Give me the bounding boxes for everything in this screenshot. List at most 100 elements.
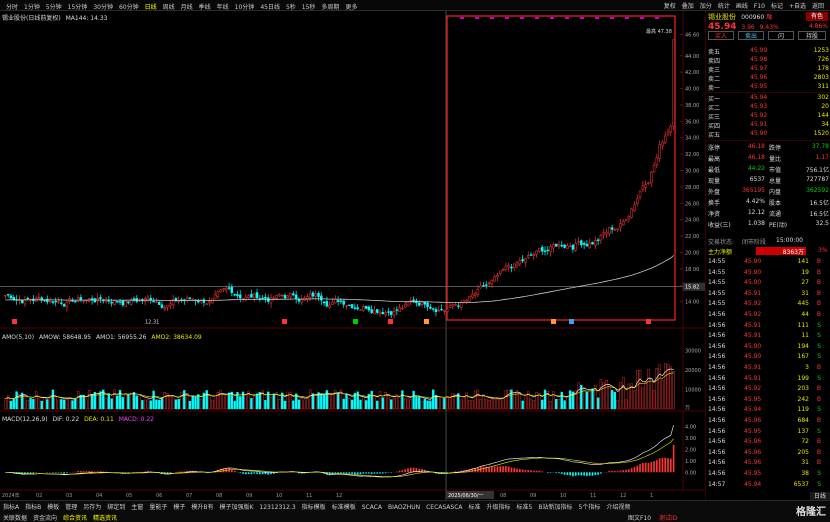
indicator-tab[interactable]: 主窗 [131, 504, 144, 511]
side-tab[interactable]: 日线 [810, 492, 830, 501]
indicator-tab[interactable]: 标准 [468, 504, 481, 511]
volume-bar [183, 390, 186, 410]
candle-body [331, 301, 334, 305]
period-tab[interactable]: 年线 [216, 4, 229, 11]
volume-bar [144, 399, 147, 410]
period-tab[interactable]: 15分钟 [67, 4, 88, 11]
chart-tool-button[interactable]: 画线 [735, 3, 748, 10]
period-tab[interactable]: 分时 [6, 4, 19, 11]
info-tab[interactable]: 精选资讯 [93, 515, 118, 522]
f10-link[interactable]: 图文F10 [628, 515, 652, 522]
candle-body [188, 297, 192, 299]
book-volume: 302 [817, 94, 829, 101]
indicator-tab[interactable]: 模板 [47, 504, 60, 511]
volume-bar [328, 394, 331, 410]
candle-body [669, 125, 673, 133]
action-button[interactable]: 卖出 [738, 31, 764, 40]
indicator-tab[interactable]: 模子加强版K [219, 504, 254, 511]
period-tab[interactable]: 日线 [144, 4, 157, 11]
candle-body [546, 249, 550, 252]
volume-bar [71, 400, 74, 410]
chart-tool-button[interactable]: +自选 [788, 3, 806, 10]
stat-value: 12.12 [747, 209, 765, 216]
candle-body [596, 239, 600, 242]
indicator-tab[interactable]: 绑定到 [107, 504, 126, 511]
volume-bar [191, 395, 194, 410]
indicator-tab[interactable]: 模子 [173, 504, 186, 511]
chart-tool-button[interactable]: F10 [753, 3, 765, 10]
volume-bar [348, 398, 351, 410]
indicator-tab[interactable]: 指标模板 [301, 504, 326, 511]
indicator-tab[interactable]: 管理 [65, 504, 78, 511]
tick-time: 14:56 [708, 342, 726, 350]
indicator-tab[interactable]: 指标A [3, 504, 20, 511]
volume-bar [283, 400, 287, 410]
sector-badge[interactable]: 有色 [806, 12, 828, 21]
period-tab[interactable]: 周线 [162, 4, 175, 11]
period-tab[interactable]: 5分钟 [45, 4, 62, 11]
chart-tool-button[interactable]: 加分 [699, 3, 712, 10]
volume-bar [580, 384, 583, 410]
indicator-tab[interactable]: 量能子 [149, 504, 168, 511]
chart-tool-button[interactable]: 标记 [770, 3, 783, 10]
indicator-tab[interactable]: CECASASCA [426, 504, 463, 511]
stat-label: 外盘 [708, 189, 721, 196]
volume-bar [20, 392, 24, 410]
period-tab[interactable]: 1分钟 [24, 4, 40, 11]
action-button[interactable]: 持股 [798, 31, 826, 40]
period-tab[interactable]: 30分钟 [93, 4, 113, 11]
indicator-tab[interactable]: 标准模板 [331, 504, 356, 511]
chart-tool-button[interactable]: 复权 [663, 3, 676, 10]
period-tab[interactable]: 5秒 [285, 4, 296, 11]
book-volume: 20 [821, 103, 829, 110]
candle-body [278, 294, 281, 297]
volume-bar [124, 392, 127, 410]
indicator-tab[interactable]: 12312312.3 [259, 504, 296, 511]
indicator-tab[interactable]: 模升B有 [191, 504, 214, 511]
chart-tool-button[interactable]: 返回 [811, 3, 824, 10]
book-label: 买二 [708, 105, 721, 112]
period-list: 分时 1分钟 5分钟 15分钟 30分钟 60分钟 日线 周线 月线 季线 年线 10分钟 45日线 5秒… [0, 0, 363, 11]
period-tab[interactable]: 45日线 [260, 4, 280, 11]
info-tab[interactable]: 关联数据 [3, 515, 28, 522]
action-button[interactable]: 闪 [768, 31, 794, 40]
tick-price: 45.91 [744, 321, 762, 329]
period-tab[interactable]: 60分钟 [118, 4, 139, 11]
info-tab[interactable]: 综合资讯 [63, 515, 88, 522]
chart-area[interactable]: 46.60 44.00 42.00 40.00 38.00 36.00 34.00 32.00… [0, 11, 705, 511]
candle-body [401, 307, 404, 310]
volume-bar [322, 394, 326, 410]
period-tab[interactable]: 季线 [198, 4, 211, 11]
indicator-tab[interactable]: 标准5 [516, 504, 533, 511]
volume-bar [93, 392, 97, 410]
period-tab[interactable]: 多周期 [321, 4, 340, 11]
volume-bar [594, 385, 597, 410]
period-tab[interactable]: 10分钟 [234, 4, 255, 11]
candle-body [152, 300, 155, 303]
candle-body [499, 270, 502, 274]
indicator-tab[interactable]: 升级指标 [486, 504, 511, 511]
indicator-tab[interactable]: BIAOZHUN [388, 504, 421, 511]
chart-tool-button[interactable]: 叠加 [681, 3, 694, 10]
indicator-tab[interactable]: 另存为 [83, 504, 102, 511]
indicator-tab[interactable]: 指标B [25, 504, 42, 511]
period-tab[interactable]: 月线 [180, 4, 193, 11]
candle-body [48, 300, 52, 303]
kline-chart[interactable]: 46.60 44.00 42.00 40.00 38.00 36.00 34.00 32.00… [0, 11, 705, 500]
main-legend-title: 锡业股份(日线前复权) [2, 15, 61, 22]
indicator-tab[interactable]: 5个指标 [578, 504, 601, 511]
volume-bar [247, 390, 250, 410]
volume-bar [233, 400, 236, 410]
indicator-tab[interactable]: SCACA [361, 504, 382, 511]
chart-tool-button[interactable]: 统计 [717, 3, 730, 10]
action-button[interactable]: 买入 [708, 31, 734, 40]
volume-tick-label: 10000 [685, 388, 701, 394]
period-tab[interactable]: 更多 [345, 4, 358, 11]
candle-body [353, 307, 357, 309]
indicator-tab[interactable]: 介绍视频 [606, 504, 631, 511]
indicator-tab[interactable]: B站新加指标 [538, 504, 573, 511]
period-tab[interactable]: 15秒 [301, 4, 316, 11]
candle-body [431, 308, 435, 310]
info-tab[interactable]: 资金流向 [33, 515, 58, 522]
amo1-value: AMO1: 56955.26 [96, 334, 147, 341]
